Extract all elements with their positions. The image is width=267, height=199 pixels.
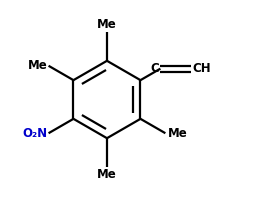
- Text: C: C: [151, 62, 159, 75]
- Text: Me: Me: [168, 127, 187, 140]
- Text: Me: Me: [97, 168, 117, 181]
- Text: Me: Me: [97, 18, 117, 31]
- Text: O₂N: O₂N: [22, 127, 48, 140]
- Text: CH: CH: [193, 62, 211, 75]
- Text: Me: Me: [28, 59, 48, 72]
